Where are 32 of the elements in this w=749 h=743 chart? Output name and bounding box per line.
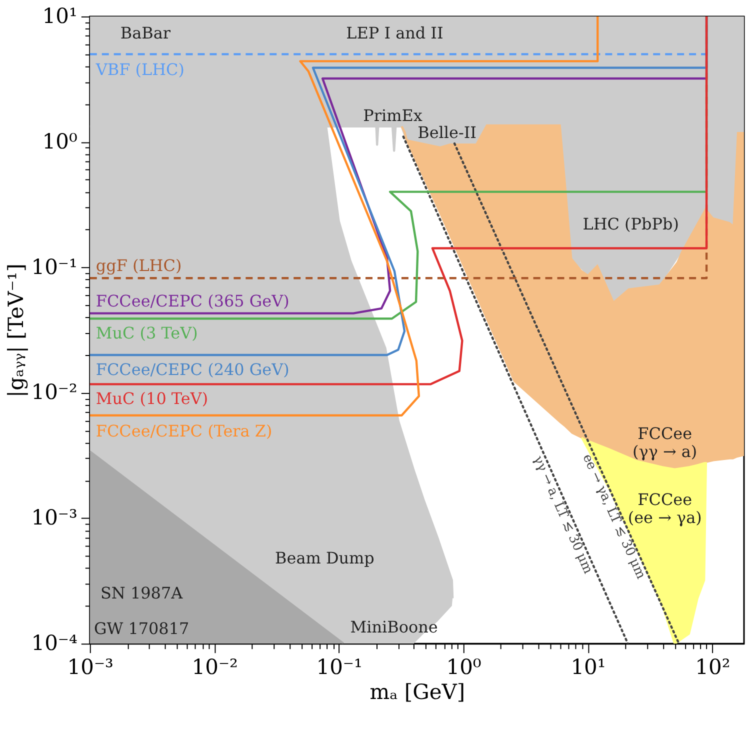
y-tick-label: 10⁻⁴ (31, 631, 78, 656)
y-axis-title: |gₐᵧᵧ| [TeV⁻¹] (4, 264, 28, 398)
y-tick-label: 10⁻³ (31, 506, 78, 530)
annotation: LEP I and II (346, 23, 444, 42)
series-label: VBF (LHC) (94, 60, 185, 80)
annotation: PrimEx (363, 106, 422, 126)
x-tick-label: 10⁰ (446, 655, 482, 680)
annotation: LHC (PbPb) (582, 214, 679, 234)
x-tick-label: 10¹ (570, 655, 606, 680)
annotation: GW 170817 (94, 619, 190, 638)
annotation: MiniBoone (350, 617, 438, 636)
series-label: MuC (10 TeV) (96, 389, 208, 408)
x-axis-title: mₐ [GeV] (370, 680, 466, 704)
x-tick-label: 10⁻¹ (316, 655, 362, 680)
series-label: FCCee/CEPC (240 GeV) (96, 360, 290, 379)
annotation: FCCee (ee → γa) (628, 490, 702, 527)
series-label: FCCee/CEPC (Tera Z) (96, 421, 272, 440)
y-tick-label: 10¹ (42, 4, 78, 28)
x-tick-label: 10⁻³ (67, 655, 114, 680)
x-tick-label: 10⁻² (192, 655, 238, 680)
annotation: Belle-II (418, 123, 476, 142)
y-tick-label: 10⁻² (31, 380, 78, 404)
annotation: Beam Dump (275, 548, 374, 568)
y-tick-label: 10⁰ (42, 129, 78, 154)
x-tick-label: 10² (695, 655, 730, 680)
series-label: ggF (LHC) (96, 256, 182, 276)
annotation: FCCee (γγ → a) (632, 424, 698, 462)
series-label: MuC (3 TeV) (96, 324, 198, 343)
annotation: SN 1987A (100, 583, 184, 602)
series-label: FCCee/CEPC (365 GeV) (96, 291, 290, 310)
annotation: BaBar (120, 23, 171, 42)
y-tick-label: 10⁻¹ (31, 254, 78, 279)
